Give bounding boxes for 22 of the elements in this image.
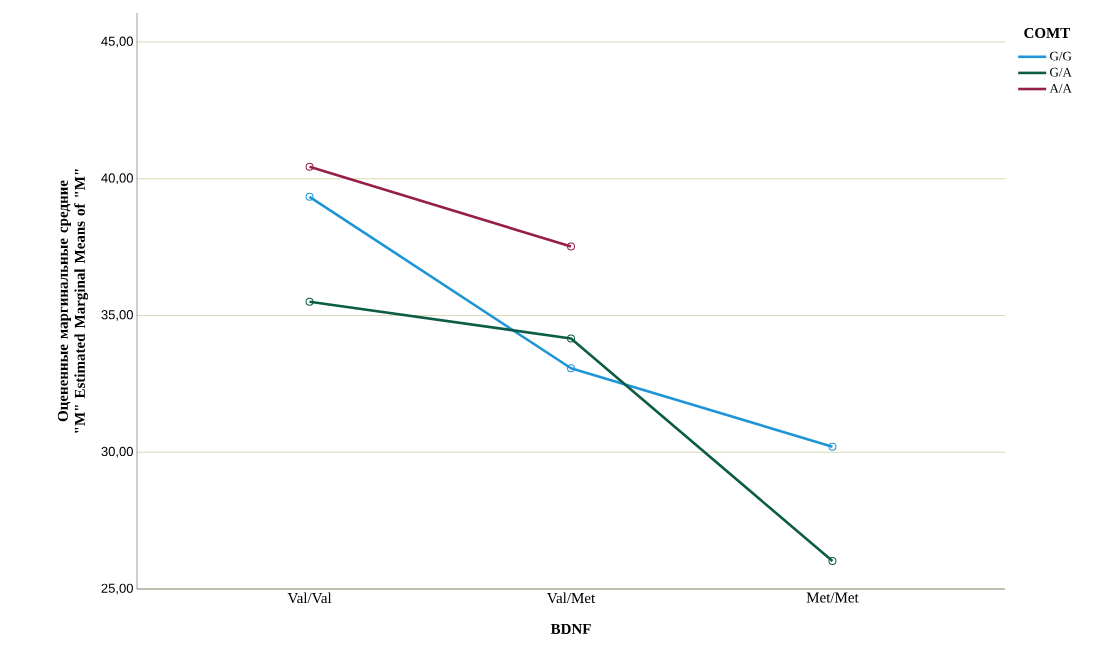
point (305, 297, 314, 306)
legend-label: G/A (1050, 67, 1072, 77)
x-tick-label: Val/Met (547, 592, 596, 604)
point (305, 162, 314, 171)
y-axis-title: Оцененные маргинальные средние "M" Estimated Marginal Means of "M" (57, 169, 89, 433)
point (305, 192, 314, 201)
y-tick-label: 30,00 (101, 446, 133, 458)
legend-title: COMT (1024, 27, 1070, 39)
legend-label: A/A (1049, 83, 1072, 93)
point (567, 242, 575, 251)
point (567, 364, 575, 373)
y-tick-label: 35,00 (101, 310, 133, 321)
point (828, 557, 837, 566)
x-tick-label: Val/Val (287, 592, 332, 604)
legend-label: G/G (1050, 51, 1072, 61)
y-tick-label: 40,00 (101, 173, 133, 185)
y-tick-label: 45,00 (101, 36, 133, 48)
y-tick-label: 25,00 (101, 583, 133, 595)
x-axis-title: BDNF (550, 624, 591, 634)
point (567, 334, 575, 343)
x-tick-label: Met/Met (806, 592, 859, 603)
point (828, 442, 837, 451)
